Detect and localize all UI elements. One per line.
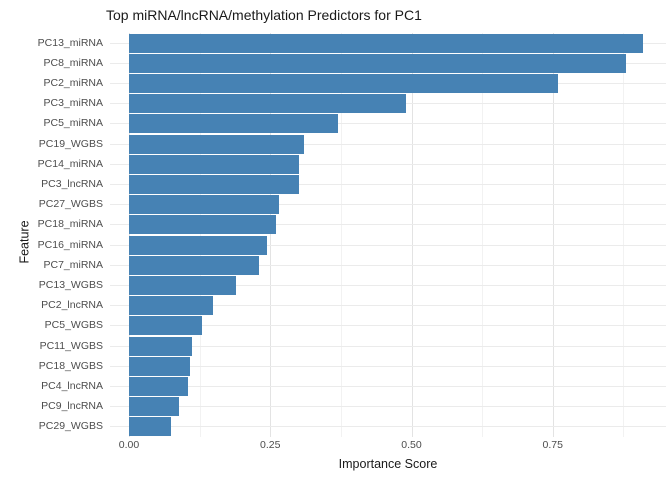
y-gridline	[110, 345, 666, 347]
x-minor-gridline	[482, 33, 484, 437]
x-minor-gridline	[199, 33, 201, 437]
y-gridline	[110, 163, 666, 165]
x-axis-title: Importance Score	[338, 457, 438, 471]
bar	[129, 134, 305, 154]
bar	[129, 255, 259, 275]
x-minor-gridline	[623, 33, 625, 437]
x-tick-label: 0.00	[118, 439, 140, 451]
y-tick-label: PC18_WGBS	[38, 359, 103, 372]
y-gridline	[110, 224, 666, 226]
bar	[129, 356, 191, 376]
y-gridline	[110, 204, 666, 206]
x-major-gridline	[411, 33, 413, 437]
y-tick-label: PC9_lncRNA	[41, 400, 103, 413]
y-gridline	[110, 244, 666, 246]
y-gridline	[110, 406, 666, 408]
y-gridline	[110, 285, 666, 286]
y-tick-label: PC16_miRNA	[37, 238, 103, 251]
y-tick-label: PC5_WGBS	[44, 319, 103, 332]
bar	[129, 114, 339, 134]
y-tick-label: PC3_miRNA	[43, 97, 103, 110]
bar	[129, 215, 276, 235]
y-gridline	[110, 365, 666, 367]
bar	[129, 175, 299, 194]
x-tick-label: 0.25	[260, 439, 281, 451]
x-tick-label: 0.75	[542, 439, 563, 451]
y-tick-label: PC2_miRNA	[43, 77, 103, 89]
bar	[129, 377, 188, 396]
y-tick-label: PC2_lncRNA	[41, 299, 103, 312]
y-tick-label: PC3_lncRNA	[41, 178, 103, 190]
bar	[129, 154, 299, 174]
y-tick-label: PC7_miRNA	[43, 258, 103, 271]
y-tick-label: PC8_miRNA	[43, 56, 103, 69]
y-gridline	[110, 184, 666, 185]
y-tick-label: PC4_lncRNA	[41, 380, 103, 392]
y-tick-label: PC14_miRNA	[37, 157, 103, 170]
y-gridline	[110, 386, 666, 387]
y-gridline	[110, 325, 666, 327]
bar	[129, 336, 193, 356]
bar	[129, 417, 171, 437]
x-tick-label: 0.50	[401, 439, 422, 451]
y-tick-label: PC13_miRNA	[37, 36, 103, 49]
bar	[129, 296, 213, 316]
bar	[129, 276, 237, 295]
bar	[129, 33, 644, 53]
y-tick-label: PC19_WGBS	[38, 137, 103, 150]
bar	[129, 53, 627, 73]
bar	[129, 235, 268, 255]
y-tick-label: PC11_WGBS	[39, 339, 103, 352]
bar	[129, 195, 279, 215]
y-gridline	[110, 143, 666, 145]
y-axis-title: Feature	[17, 220, 32, 264]
y-gridline	[110, 123, 666, 125]
bar	[129, 316, 203, 336]
y-tick-label: PC18_miRNA	[37, 218, 103, 231]
bar	[129, 397, 180, 417]
x-minor-gridline	[340, 33, 342, 437]
y-tick-label: PC27_WGBS	[38, 198, 103, 211]
bar	[129, 74, 559, 93]
plot-panel	[110, 33, 666, 437]
y-gridline	[110, 264, 666, 266]
bar	[129, 94, 406, 114]
chart-title: Top miRNA/lncRNA/methylation Predictors …	[106, 7, 422, 23]
x-major-gridline	[552, 33, 554, 437]
y-axis-tick-labels: PC13_miRNA PC8_miRNA PC2_miRNA PC3_miRNA PC5…	[0, 33, 103, 437]
x-axis-tick-labels: 0.00 0.25 0.50 0.75	[0, 439, 672, 453]
x-major-gridline	[129, 33, 130, 437]
x-major-gridline	[270, 33, 272, 437]
y-tick-label: PC5_miRNA	[43, 117, 103, 130]
y-tick-label: PC29_WGBS	[38, 420, 103, 433]
y-gridline	[110, 305, 666, 307]
y-gridline	[110, 426, 666, 428]
y-tick-label: PC13_WGBS	[38, 279, 103, 291]
